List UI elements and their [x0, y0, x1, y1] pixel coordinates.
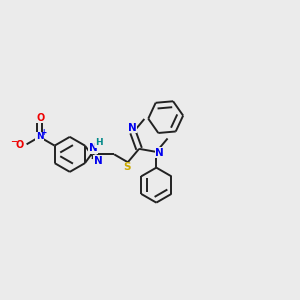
Text: +: +: [40, 128, 47, 137]
Text: O: O: [15, 140, 23, 150]
Text: N: N: [155, 148, 164, 158]
Text: H: H: [95, 138, 103, 147]
Text: N: N: [128, 123, 136, 133]
Text: O: O: [37, 112, 45, 123]
Text: −: −: [10, 137, 17, 146]
Text: N: N: [88, 143, 97, 153]
Text: S: S: [124, 163, 131, 172]
Text: N: N: [36, 132, 43, 141]
Text: N: N: [94, 156, 103, 166]
